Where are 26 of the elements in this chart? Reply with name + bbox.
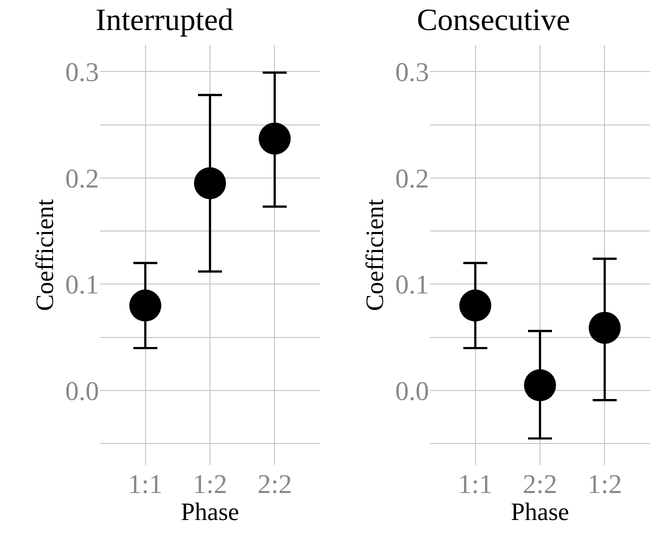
x-axis-title: Phase xyxy=(180,499,240,526)
x-tick-label: 1:2 xyxy=(192,469,228,499)
x-tick-label: 1:1 xyxy=(128,469,163,499)
x-axis-title: Phase xyxy=(510,499,570,526)
y-tick-label: 0.0 xyxy=(395,376,429,406)
y-axis-title: Coefficient xyxy=(32,198,59,311)
y-axis-title: Coefficient xyxy=(362,198,389,311)
x-tick-label: 2:2 xyxy=(257,469,292,499)
chart-title: Interrupted xyxy=(96,2,234,37)
point xyxy=(459,290,492,322)
y-tick-label: 0.0 xyxy=(65,376,99,406)
point xyxy=(588,312,621,344)
point xyxy=(194,167,226,200)
point xyxy=(129,290,162,322)
point xyxy=(258,122,291,155)
y-tick-label: 0.2 xyxy=(65,163,99,194)
chart-title: Consecutive xyxy=(416,2,570,37)
x-tick-label: 1:1 xyxy=(458,469,493,499)
y-tick-label: 0.1 xyxy=(395,270,429,300)
x-tick-label: 1:2 xyxy=(587,469,622,499)
y-tick-label: 0.1 xyxy=(65,270,99,300)
point xyxy=(524,369,556,402)
y-tick-label: 0.3 xyxy=(395,57,429,88)
x-tick-label: 2:2 xyxy=(522,469,558,499)
y-tick-label: 0.2 xyxy=(395,163,429,194)
y-tick-label: 0.3 xyxy=(65,57,99,88)
